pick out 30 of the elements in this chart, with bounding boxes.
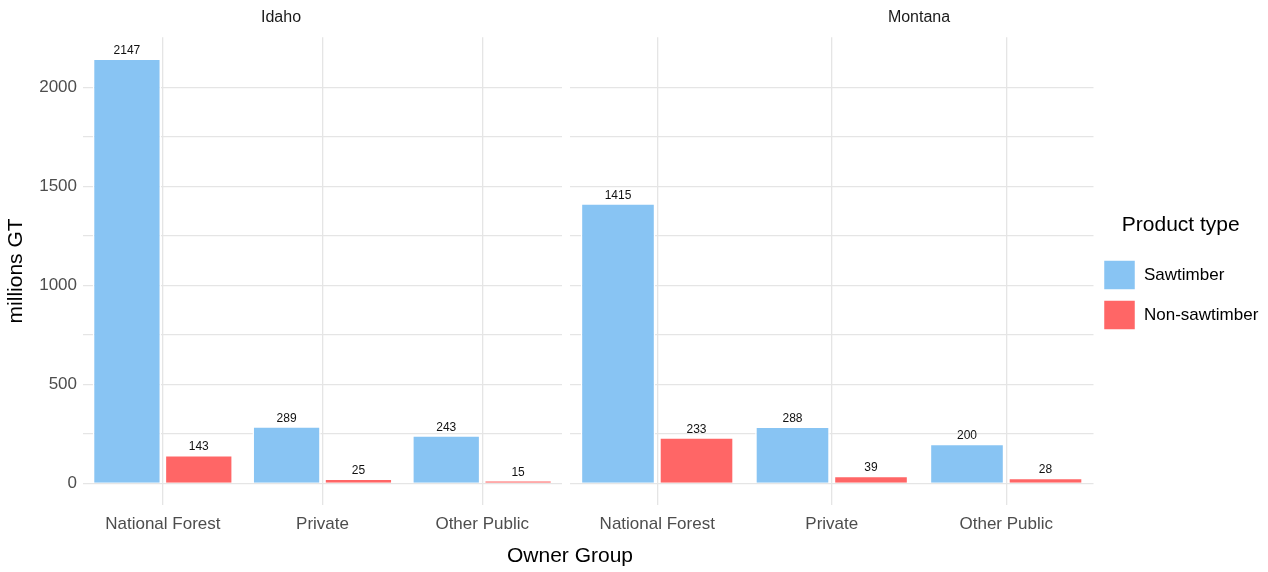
- x-tick-label: Other Public: [435, 514, 530, 534]
- data-label: 143: [188, 439, 210, 454]
- legend-title: Product type: [1121, 212, 1240, 236]
- data-label: 2147: [113, 42, 141, 57]
- data-label: 28: [1038, 462, 1053, 477]
- data-label: 289: [276, 410, 297, 425]
- data-label: 39: [864, 460, 879, 475]
- data-label: 233: [686, 421, 707, 436]
- x-tick-label: Private: [805, 514, 859, 534]
- chart-title: Montana: [887, 8, 951, 26]
- data-label: 288: [782, 410, 803, 425]
- y-tick-label: 1000: [39, 275, 78, 295]
- x-tick-label: Other Public: [959, 514, 1054, 534]
- data-label: 243: [436, 419, 457, 434]
- legend-label: Non-sawtimber: [1144, 304, 1259, 324]
- data-label: 1415: [604, 187, 632, 202]
- x-tick-label: National Forest: [599, 514, 716, 534]
- data-label: 200: [956, 428, 978, 443]
- y-tick-label: 2000: [39, 77, 78, 97]
- y-tick-label: 500: [48, 374, 78, 394]
- data-label: 15: [511, 464, 526, 479]
- chart-title: Idaho: [260, 8, 302, 26]
- x-axis-title: Owner Group: [505, 543, 635, 567]
- data-label: 25: [351, 462, 366, 477]
- x-tick-label: National Forest: [105, 514, 221, 534]
- legend-label: Sawtimber: [1144, 264, 1225, 284]
- y-axis-title: millions GT: [3, 218, 27, 324]
- y-tick-label: 1500: [39, 176, 78, 196]
- x-tick-label: Private: [296, 514, 349, 534]
- y-tick-label: 0: [67, 473, 78, 493]
